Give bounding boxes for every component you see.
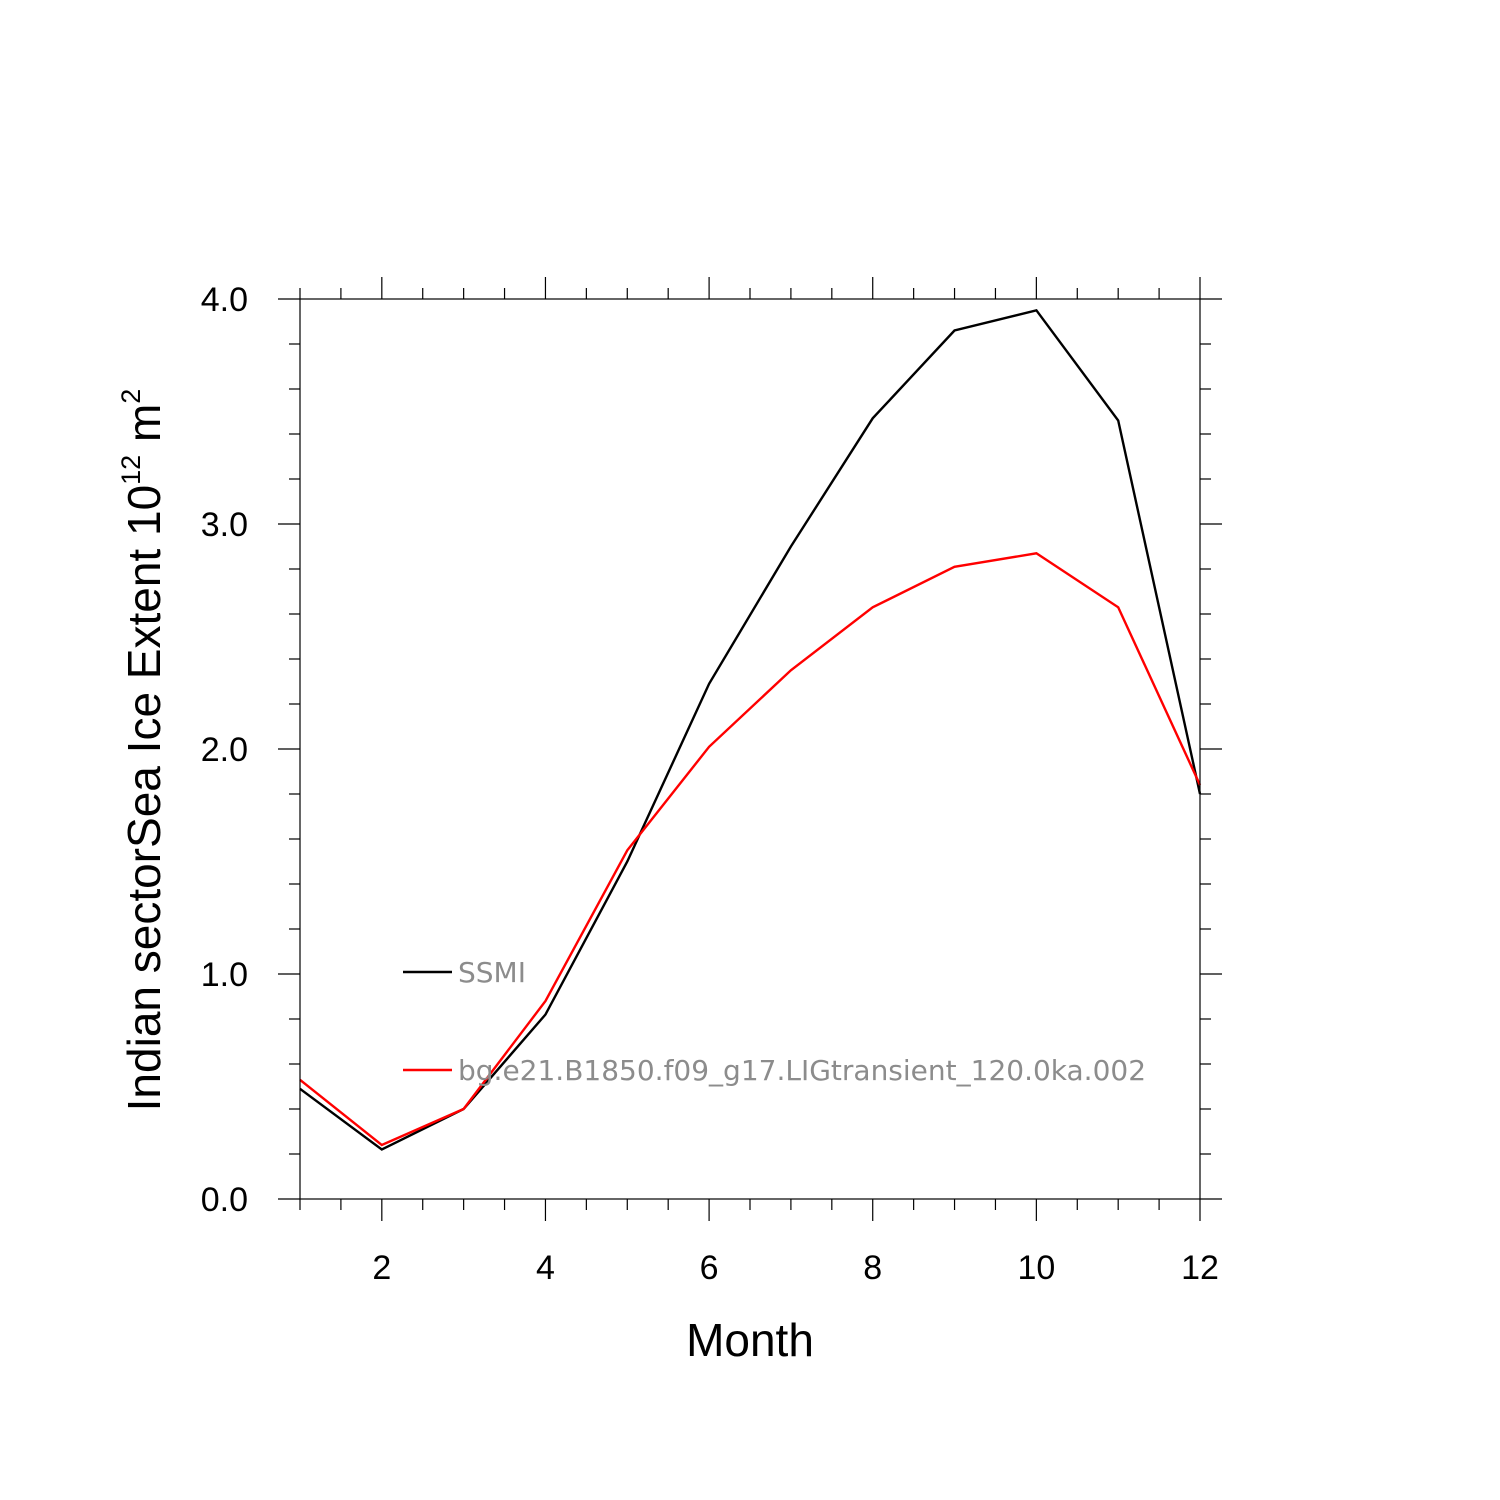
x-tick-label: 6 — [700, 1249, 719, 1287]
axes-layer — [278, 277, 1222, 1221]
y-tick-label: 2.0 — [201, 731, 248, 769]
y-axis-title-unit-exponent: 2 — [116, 389, 146, 404]
x-tick-label: 2 — [372, 1249, 391, 1287]
x-tick-label: 8 — [863, 1249, 882, 1287]
y-axis-title-main: Indian sectorSea Ice Extent 10 — [118, 485, 170, 1112]
y-tick-label: 1.0 — [201, 956, 248, 994]
legend-label-2: bg.e21.B1850.f09_g17.LIGtransient_120.0k… — [458, 1054, 1146, 1087]
y-axis-title-exponent: 12 — [116, 455, 146, 485]
labels-layer: 2 4 6 8 10 12 0.0 1.0 2.0 3.0 4.0 — [201, 281, 1219, 1287]
series-line-1 — [299, 308, 1202, 1151]
x-axis-title: Month — [686, 1314, 814, 1366]
legend: SSMI bg.e21.B1850.f09_g17.LIGtransient_12… — [403, 956, 1146, 1087]
x-tick-label: 10 — [1017, 1249, 1055, 1287]
series-line-2 — [299, 552, 1202, 1147]
y-tick-label: 4.0 — [201, 281, 248, 319]
y-tick-label: 0.0 — [201, 1181, 248, 1219]
y-axis-title-unit: m — [118, 404, 170, 455]
x-tick-label: 4 — [536, 1249, 555, 1287]
y-tick-label: 3.0 — [201, 506, 248, 544]
y-axis-title: Indian sectorSea Ice Extent 1012 m2 — [116, 389, 170, 1112]
series-layer — [299, 308, 1202, 1151]
legend-label-1: SSMI — [458, 956, 526, 989]
x-tick-label: 12 — [1181, 1249, 1219, 1287]
